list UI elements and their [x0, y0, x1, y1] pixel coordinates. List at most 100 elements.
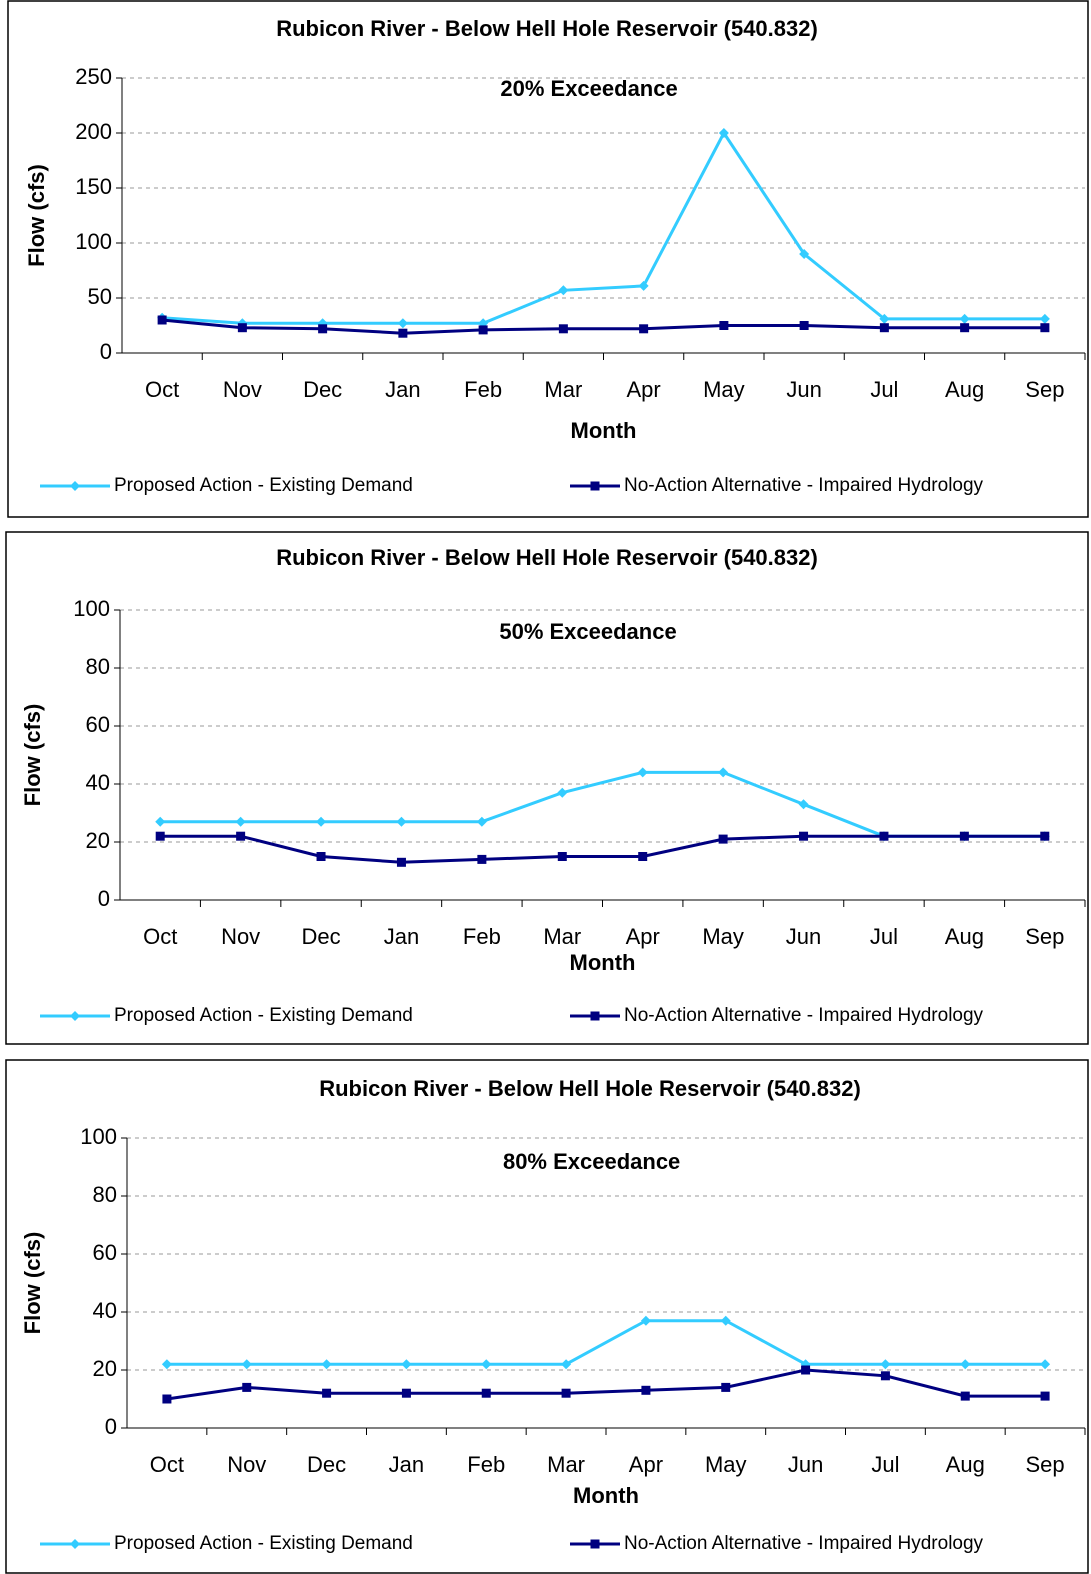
x-tick-label: Apr: [626, 924, 660, 949]
data-point: [161, 1359, 172, 1370]
data-point: [396, 857, 406, 867]
data-point: [242, 1382, 252, 1392]
x-tick-label: Oct: [145, 377, 179, 402]
data-point: [1040, 1359, 1051, 1370]
data-point: [641, 1385, 651, 1395]
y-tick-label: 200: [75, 119, 112, 144]
x-tick-label: Dec: [307, 1452, 346, 1477]
chart-title: Rubicon River - Below Hell Hole Reservoi…: [319, 1076, 861, 1101]
data-point: [638, 280, 649, 291]
data-point: [481, 1388, 491, 1398]
x-tick-label: May: [703, 377, 745, 402]
data-point: [718, 834, 728, 844]
data-point: [879, 831, 889, 841]
data-point: [718, 128, 729, 138]
data-point: [801, 1365, 811, 1375]
series-line: [166, 1319, 1046, 1366]
data-point: [798, 799, 809, 810]
x-tick-label: Dec: [301, 924, 340, 949]
annotation: 80% Exceedance: [503, 1149, 680, 1174]
data-point: [316, 816, 327, 827]
y-tick-label: 0: [100, 339, 112, 364]
legend-marker: [70, 481, 80, 491]
x-tick-label: Jan: [384, 924, 419, 949]
data-point: [236, 831, 246, 841]
x-tick-label: Aug: [946, 1452, 985, 1477]
x-tick-label: Apr: [629, 1452, 663, 1477]
data-point: [959, 831, 969, 841]
y-tick-label: 0: [98, 886, 110, 911]
y-tick-label: 60: [86, 712, 110, 737]
data-point: [879, 313, 890, 324]
data-point: [880, 1371, 890, 1381]
y-tick-label: 60: [93, 1240, 117, 1265]
x-tick-label: Jul: [870, 377, 898, 402]
series-line: [166, 1368, 1046, 1401]
data-point: [157, 315, 167, 325]
data-point: [481, 1359, 492, 1370]
data-point: [557, 787, 568, 798]
x-axis-title: Month: [570, 950, 636, 975]
data-point: [1039, 313, 1050, 324]
legend-marker: [70, 1539, 80, 1549]
y-tick-label: 250: [75, 64, 112, 89]
y-tick-label: 20: [93, 1356, 117, 1381]
x-tick-label: Nov: [227, 1452, 266, 1477]
data-point: [397, 318, 408, 329]
data-point: [799, 249, 810, 259]
legend-marker: [590, 481, 600, 491]
x-tick-label: Mar: [547, 1452, 585, 1477]
y-tick-label: 80: [86, 654, 110, 679]
x-tick-label: Jan: [385, 377, 420, 402]
chart: Rubicon River - Below Hell Hole Reservoi…: [20, 545, 1086, 1026]
x-tick-label: Feb: [463, 924, 501, 949]
legend-marker: [590, 1011, 600, 1021]
data-point: [318, 324, 328, 334]
x-tick-label: Jan: [389, 1452, 424, 1477]
x-tick-label: Mar: [544, 377, 582, 402]
data-point: [1040, 1391, 1050, 1401]
x-tick-label: Nov: [223, 377, 262, 402]
series-line: [162, 130, 1045, 325]
y-tick-label: 100: [75, 229, 112, 254]
legend-label: No-Action Alternative - Impaired Hydrolo…: [624, 1005, 984, 1026]
legend-label: No-Action Alternative - Impaired Hydrolo…: [624, 1533, 984, 1554]
series-line: [161, 318, 1045, 335]
legend-marker: [70, 1011, 80, 1021]
x-tick-label: Sep: [1025, 377, 1064, 402]
x-tick-label: Oct: [143, 924, 177, 949]
chart-title: Rubicon River - Below Hell Hole Reservoi…: [276, 16, 818, 41]
x-tick-label: May: [702, 924, 744, 949]
x-tick-label: Feb: [467, 1452, 505, 1477]
y-tick-label: 80: [93, 1182, 117, 1207]
data-point: [558, 285, 569, 296]
x-tick-label: Jul: [870, 924, 898, 949]
data-point: [637, 767, 648, 778]
x-tick-label: May: [705, 1452, 747, 1477]
y-tick-label: 40: [86, 770, 110, 795]
data-point: [720, 1315, 731, 1326]
x-axis-title: Month: [573, 1483, 639, 1508]
data-point: [639, 324, 649, 334]
legend-marker: [590, 1539, 600, 1549]
data-point: [960, 1391, 970, 1401]
y-tick-label: 20: [86, 828, 110, 853]
chart-title: Rubicon River - Below Hell Hole Reservoi…: [276, 545, 818, 570]
chart: Rubicon River - Below Hell Hole Reservoi…: [20, 1076, 1086, 1554]
x-tick-label: Mar: [543, 924, 581, 949]
legend-label: Proposed Action - Existing Demand: [114, 1533, 413, 1554]
data-point: [879, 323, 889, 333]
data-point: [718, 767, 729, 778]
x-tick-label: Nov: [221, 924, 260, 949]
x-tick-label: Aug: [945, 377, 984, 402]
y-tick-label: 100: [73, 596, 110, 621]
data-point: [561, 1388, 571, 1398]
data-point: [398, 328, 408, 338]
x-tick-label: Feb: [464, 377, 502, 402]
data-point: [557, 852, 567, 861]
x-tick-label: Jun: [788, 1452, 823, 1477]
y-axis-title: Flow (cfs): [20, 704, 45, 807]
data-point: [401, 1388, 411, 1398]
y-axis-title: Flow (cfs): [20, 1232, 45, 1335]
